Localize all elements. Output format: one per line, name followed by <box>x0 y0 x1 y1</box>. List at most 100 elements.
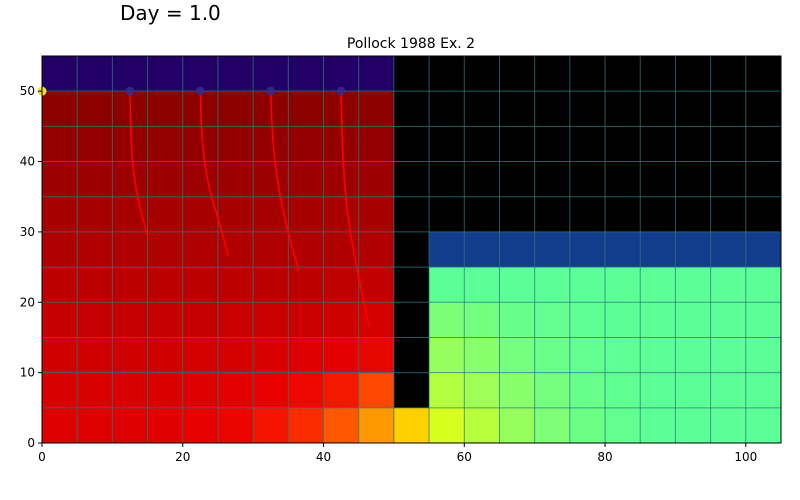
heatmap-cell <box>745 337 782 374</box>
heatmap-cell <box>569 372 606 409</box>
heatmap-cells <box>42 56 782 444</box>
heatmap-cell <box>42 56 78 92</box>
heatmap-cell <box>112 231 149 268</box>
heatmap-cell <box>182 56 219 92</box>
heatmap-cell <box>640 302 676 338</box>
heatmap-cell <box>42 407 78 444</box>
heatmap-cell <box>429 337 465 374</box>
heatmap-cell <box>499 56 536 92</box>
heatmap-cell <box>569 161 606 198</box>
heatmap-cell <box>534 407 571 444</box>
heatmap-cell <box>675 91 712 127</box>
heatmap-cell <box>745 267 782 303</box>
heatmap-cell <box>147 267 184 303</box>
heatmap-cell <box>534 161 571 198</box>
heatmap-cell <box>640 56 676 92</box>
heatmap-cell <box>499 196 536 233</box>
heatmap-cell <box>323 161 360 198</box>
heatmap-cell <box>464 196 500 233</box>
y-tick-label: 20 <box>20 295 35 309</box>
heatmap-cell <box>217 372 254 409</box>
heatmap-cell <box>323 56 360 92</box>
heatmap-cell <box>640 267 676 303</box>
heatmap-cell <box>288 302 325 338</box>
heatmap-cell <box>675 407 712 444</box>
heatmap-cell <box>534 302 571 338</box>
heatmap-cell <box>605 91 641 127</box>
heatmap-cell <box>605 126 641 163</box>
heatmap-cell <box>499 372 536 409</box>
heatmap-cell <box>499 91 536 127</box>
heatmap-cell <box>182 267 219 303</box>
pathlines <box>37 86 371 328</box>
heatmap-cell <box>77 196 113 233</box>
heatmap-cell <box>640 126 676 163</box>
heatmap-cell <box>534 337 571 374</box>
heatmap-cell <box>464 126 500 163</box>
heatmap-cell <box>323 302 360 338</box>
heatmap-cell <box>358 56 395 92</box>
heatmap-cell <box>323 267 360 303</box>
heatmap-cell <box>253 407 289 444</box>
heatmap-cell <box>605 267 641 303</box>
heatmap-cell <box>393 407 430 444</box>
heatmap-cell <box>569 56 606 92</box>
heatmap-cell <box>253 267 289 303</box>
heatmap-cell <box>288 161 325 198</box>
heatmap-cell <box>429 91 465 127</box>
heatmap-cell <box>77 126 113 163</box>
heatmap-cell <box>253 337 289 374</box>
heatmap-cell <box>745 91 782 127</box>
heatmap-cell <box>217 302 254 338</box>
heatmap-cell <box>569 196 606 233</box>
heatmap-cell <box>358 196 395 233</box>
pathline-start-point <box>266 86 276 96</box>
heatmap-cell <box>147 372 184 409</box>
heatmap-cell <box>182 372 219 409</box>
heatmap-cell <box>393 91 430 127</box>
heatmap-cell <box>569 302 606 338</box>
heatmap-cell <box>675 231 712 268</box>
heatmap-cell <box>569 91 606 127</box>
heatmap-cell <box>675 161 712 198</box>
y-tick-label: 0 <box>27 436 35 450</box>
heatmap-cell <box>605 231 641 268</box>
heatmap-cell <box>288 56 325 92</box>
heatmap-cell <box>42 161 78 198</box>
heatmap-cell <box>429 302 465 338</box>
heatmap-cell <box>464 161 500 198</box>
heatmap-cell <box>393 126 430 163</box>
heatmap-cell <box>710 407 747 444</box>
y-tick-label: 40 <box>20 155 35 169</box>
heatmap-cell <box>534 126 571 163</box>
heatmap-cell <box>675 372 712 409</box>
heatmap-cell <box>182 196 219 233</box>
heatmap-cell <box>147 337 184 374</box>
heatmap-cell <box>323 196 360 233</box>
heatmap-cell <box>745 302 782 338</box>
heatmap-cell <box>217 161 254 198</box>
heatmap-cell <box>288 126 325 163</box>
heatmap-cell <box>288 91 325 127</box>
heatmap-cell <box>42 267 78 303</box>
heatmap-cell <box>745 196 782 233</box>
heatmap-cell <box>675 126 712 163</box>
heatmap-cell <box>429 267 465 303</box>
heatmap-cell <box>710 267 747 303</box>
heatmap-cell <box>253 56 289 92</box>
heatmap-cell <box>569 126 606 163</box>
heatmap-cell <box>217 126 254 163</box>
heatmap-cell <box>217 407 254 444</box>
heatmap-cell <box>182 161 219 198</box>
heatmap-cell <box>640 196 676 233</box>
heatmap-cell <box>464 267 500 303</box>
heatmap-cell <box>147 126 184 163</box>
heatmap-cell <box>393 161 430 198</box>
heatmap-cell <box>42 372 78 409</box>
heatmap-cell <box>393 337 430 374</box>
heatmap-cell <box>640 407 676 444</box>
heatmap-cell <box>569 231 606 268</box>
heatmap-cell <box>77 56 113 92</box>
axes-title: Pollock 1988 Ex. 2 <box>347 36 475 52</box>
heatmap-cell <box>745 161 782 198</box>
